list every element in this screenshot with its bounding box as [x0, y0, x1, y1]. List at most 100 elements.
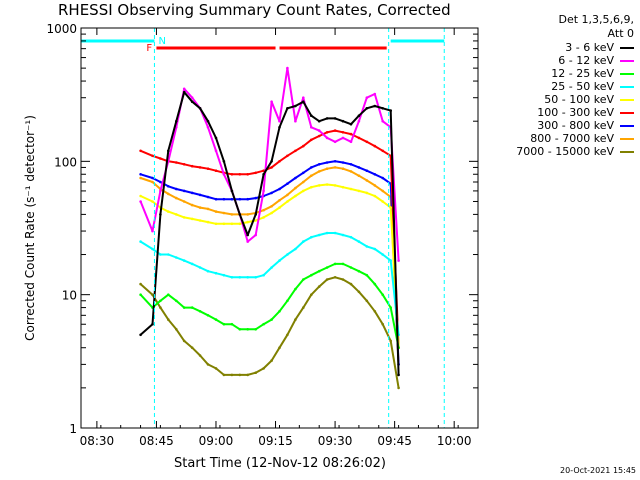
- y-axis-label: Corrected Count Rate (s⁻¹ detector⁻¹): [23, 115, 37, 341]
- point-12-25: [182, 306, 186, 309]
- point-50-100: [214, 222, 218, 226]
- legend-entry-label: 300 - 800 keV: [537, 118, 614, 132]
- legend-header-line-2: Att 0: [607, 27, 634, 40]
- point-6-12: [278, 119, 281, 123]
- point-3-6: [397, 373, 400, 377]
- point-25-50: [139, 240, 142, 243]
- series-layer: [139, 66, 400, 390]
- point-7000-15000: [151, 293, 154, 297]
- point-3-6: [325, 117, 329, 120]
- point-12-25: [206, 314, 210, 317]
- legend-header-line-1: Det 1,3,5,6,9,: [558, 13, 634, 26]
- point-12-25: [190, 306, 194, 309]
- point-6-12: [190, 96, 194, 99]
- legend-entry-7000-15000: 7000 - 15000 keV: [484, 145, 634, 158]
- point-7000-15000: [302, 306, 305, 309]
- point-12-25: [278, 310, 281, 313]
- point-3-6: [238, 213, 242, 216]
- point-800-7000: [214, 210, 218, 213]
- point-50-100: [270, 211, 273, 215]
- point-7000-15000: [349, 282, 353, 286]
- point-7000-15000: [238, 373, 242, 377]
- legend-entry-label: 7000 - 15000 keV: [516, 144, 614, 158]
- point-12-25: [222, 322, 226, 326]
- point-3-6: [389, 109, 393, 112]
- point-100-300: [325, 131, 329, 134]
- point-50-100: [151, 200, 154, 203]
- point-7000-15000: [159, 306, 162, 309]
- legend-entry-label: 800 - 7000 keV: [530, 131, 614, 145]
- point-25-50: [310, 235, 313, 239]
- point-50-100: [222, 222, 226, 226]
- point-50-100: [198, 219, 202, 222]
- point-300-800: [151, 176, 154, 180]
- point-12-25: [159, 299, 162, 303]
- point-800-7000: [373, 184, 377, 187]
- point-800-7000: [230, 213, 234, 216]
- point-3-6: [310, 114, 313, 117]
- point-6-12: [270, 100, 273, 103]
- point-300-800: [349, 163, 353, 166]
- legend-rows: 3 - 6 keV 6 - 12 keV 12 - 25 keV 25 - 50 ke…: [484, 41, 634, 158]
- point-25-50: [230, 276, 234, 279]
- point-25-50: [325, 231, 329, 235]
- point-25-50: [278, 259, 281, 262]
- x-tick-label: 08:45: [139, 434, 174, 448]
- legend-entry-800-7000: 800 - 7000 keV: [484, 132, 634, 145]
- legend-entry-label: 50 - 100 keV: [544, 92, 614, 106]
- flag-layer: NF: [81, 28, 445, 428]
- point-50-100: [341, 185, 345, 189]
- point-7000-15000: [357, 290, 361, 294]
- point-300-800: [159, 180, 162, 184]
- point-100-300: [270, 166, 273, 169]
- point-25-50: [381, 253, 385, 256]
- point-12-25: [317, 269, 321, 273]
- point-50-100: [365, 191, 369, 195]
- point-12-25: [167, 293, 170, 297]
- point-7000-15000: [270, 359, 273, 362]
- y-tick-label: 10: [62, 289, 77, 303]
- point-7000-15000: [317, 285, 321, 288]
- point-50-100: [175, 213, 178, 216]
- point-12-25: [294, 287, 297, 291]
- point-25-50: [389, 259, 393, 262]
- point-300-800: [325, 161, 329, 164]
- point-100-300: [294, 149, 297, 153]
- point-12-25: [357, 269, 361, 273]
- point-100-300: [198, 166, 202, 169]
- legend-entry-12-25: 12 - 25 keV: [484, 67, 634, 80]
- point-300-800: [175, 187, 178, 191]
- point-7000-15000: [206, 363, 210, 366]
- point-50-100: [357, 189, 361, 193]
- point-6-12: [365, 96, 369, 99]
- point-3-6: [262, 173, 265, 176]
- point-800-7000: [198, 206, 202, 209]
- point-7000-15000: [262, 367, 265, 370]
- point-25-50: [302, 240, 305, 243]
- point-100-300: [357, 136, 361, 140]
- point-6-12: [333, 140, 337, 144]
- point-3-6: [341, 119, 345, 123]
- legend-entry-6-12: 6 - 12 keV: [484, 54, 634, 67]
- point-800-7000: [175, 196, 178, 200]
- point-300-800: [246, 197, 249, 201]
- point-12-25: [254, 328, 257, 331]
- point-100-300: [302, 144, 305, 148]
- point-800-7000: [262, 208, 265, 212]
- saa-flag-label: N: [158, 36, 165, 47]
- point-6-12: [139, 200, 142, 203]
- point-3-6: [357, 114, 361, 117]
- point-12-25: [214, 318, 218, 321]
- point-50-100: [325, 183, 329, 186]
- point-50-100: [294, 194, 297, 198]
- point-100-300: [365, 140, 369, 144]
- legend-entry-25-50: 25 - 50 keV: [484, 80, 634, 93]
- point-6-12: [294, 119, 297, 123]
- point-50-100: [254, 219, 257, 222]
- point-100-300: [317, 134, 321, 138]
- point-6-12: [151, 229, 154, 233]
- point-25-50: [357, 240, 361, 243]
- point-6-12: [182, 87, 186, 91]
- legend-entry-label: 100 - 300 keV: [537, 105, 614, 119]
- point-50-100: [373, 194, 377, 198]
